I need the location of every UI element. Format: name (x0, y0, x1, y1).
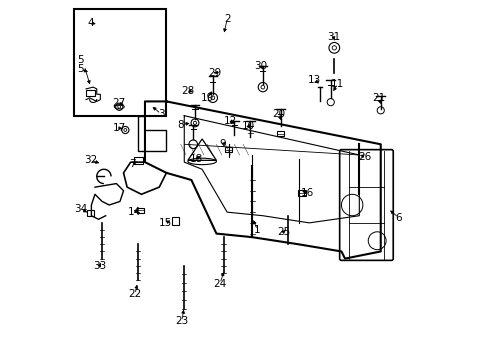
Text: 26: 26 (358, 152, 371, 162)
Bar (87, 210, 94, 216)
Text: 4: 4 (87, 18, 94, 28)
Text: 20: 20 (272, 109, 286, 119)
Bar (298, 189, 306, 195)
Text: 34: 34 (74, 203, 87, 213)
Text: 3: 3 (158, 109, 164, 119)
Text: 16: 16 (301, 188, 314, 198)
Bar (74, 9, 167, 116)
Text: 6: 6 (395, 212, 402, 222)
Text: 9: 9 (220, 139, 226, 149)
Text: 17: 17 (113, 123, 126, 133)
Text: 23: 23 (175, 316, 188, 326)
Text: 14: 14 (127, 207, 141, 217)
Bar (172, 217, 178, 225)
Text: 21: 21 (372, 93, 386, 103)
Text: 29: 29 (208, 68, 221, 78)
Bar (86, 90, 95, 96)
Bar (225, 147, 232, 152)
Text: 24: 24 (213, 279, 226, 289)
Text: 33: 33 (93, 261, 106, 271)
Text: 28: 28 (181, 86, 195, 96)
Text: 32: 32 (84, 156, 98, 165)
Text: 22: 22 (128, 289, 142, 299)
Text: 11: 11 (331, 78, 344, 89)
Text: 13: 13 (308, 75, 321, 85)
Text: 31: 31 (327, 32, 340, 42)
Text: 7: 7 (129, 159, 136, 169)
Text: 18: 18 (190, 154, 203, 163)
Text: 30: 30 (254, 61, 268, 71)
Text: 27: 27 (113, 98, 126, 108)
Bar (277, 131, 284, 136)
Text: 5: 5 (77, 55, 84, 65)
Bar (137, 208, 144, 213)
Bar (134, 157, 143, 164)
Text: 10: 10 (242, 121, 255, 131)
Text: 5: 5 (77, 64, 84, 74)
Text: 2: 2 (224, 14, 230, 24)
Text: 8: 8 (177, 120, 184, 130)
Text: 25: 25 (277, 227, 290, 237)
Text: 1: 1 (254, 225, 261, 235)
Text: 12: 12 (224, 116, 237, 126)
Text: 19: 19 (201, 93, 214, 103)
Text: 15: 15 (159, 218, 172, 228)
